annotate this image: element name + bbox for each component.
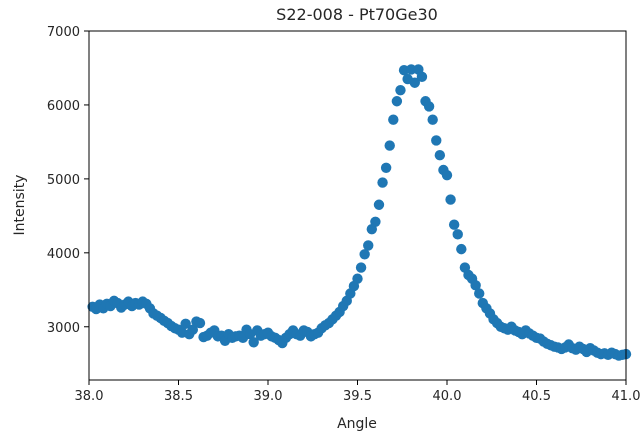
y-axis-label: Intensity <box>12 175 28 236</box>
x-tick-label: 39.0 <box>254 389 283 404</box>
data-point <box>452 229 463 240</box>
x-tick-label: 40.0 <box>433 389 462 404</box>
data-point <box>416 71 428 83</box>
x-tick-label: 41.0 <box>612 389 641 404</box>
data-point <box>180 318 191 330</box>
data-point <box>380 162 392 173</box>
y-axis-ticks: 3000 4000 5000 6000 7000 <box>47 25 89 336</box>
data-point <box>456 243 467 255</box>
data-point <box>194 317 206 329</box>
data-point <box>434 150 446 161</box>
x-axis-label: Angle <box>337 416 377 432</box>
data-point <box>448 219 460 230</box>
data-point <box>474 288 485 299</box>
data-point <box>355 262 367 273</box>
x-tick-label: 38.5 <box>164 389 193 404</box>
data-point <box>370 216 381 227</box>
data-point <box>395 84 406 96</box>
data-point <box>187 324 199 335</box>
y-tick-label: 5000 <box>47 173 80 188</box>
data-point <box>248 337 259 348</box>
y-tick-label: 4000 <box>47 247 80 262</box>
data-point <box>373 199 385 210</box>
x-tick-label: 39.5 <box>343 389 372 404</box>
data-points <box>87 64 632 361</box>
data-point <box>470 280 481 291</box>
data-point <box>377 177 388 188</box>
data-point <box>406 64 417 75</box>
y-tick-label: 6000 <box>47 99 80 114</box>
chart-title: S22-008 - Pt70Ge30 <box>276 5 438 24</box>
data-point <box>445 194 456 205</box>
data-point <box>388 114 399 125</box>
data-point <box>431 135 442 146</box>
data-point <box>427 114 438 125</box>
x-axis-ticks: 38.0 38.5 39.0 39.5 40.0 40.5 41.0 <box>75 380 641 404</box>
y-tick-label: 7000 <box>47 25 80 40</box>
y-tick-label: 3000 <box>47 321 80 336</box>
data-point <box>391 96 403 107</box>
data-point <box>441 169 453 181</box>
data-point <box>359 249 370 260</box>
data-point <box>352 273 363 284</box>
data-point <box>363 240 374 251</box>
x-tick-label: 40.5 <box>522 389 551 404</box>
data-point <box>409 77 420 88</box>
data-point <box>423 101 435 112</box>
x-tick-label: 38.0 <box>75 389 104 404</box>
data-point <box>384 140 395 151</box>
